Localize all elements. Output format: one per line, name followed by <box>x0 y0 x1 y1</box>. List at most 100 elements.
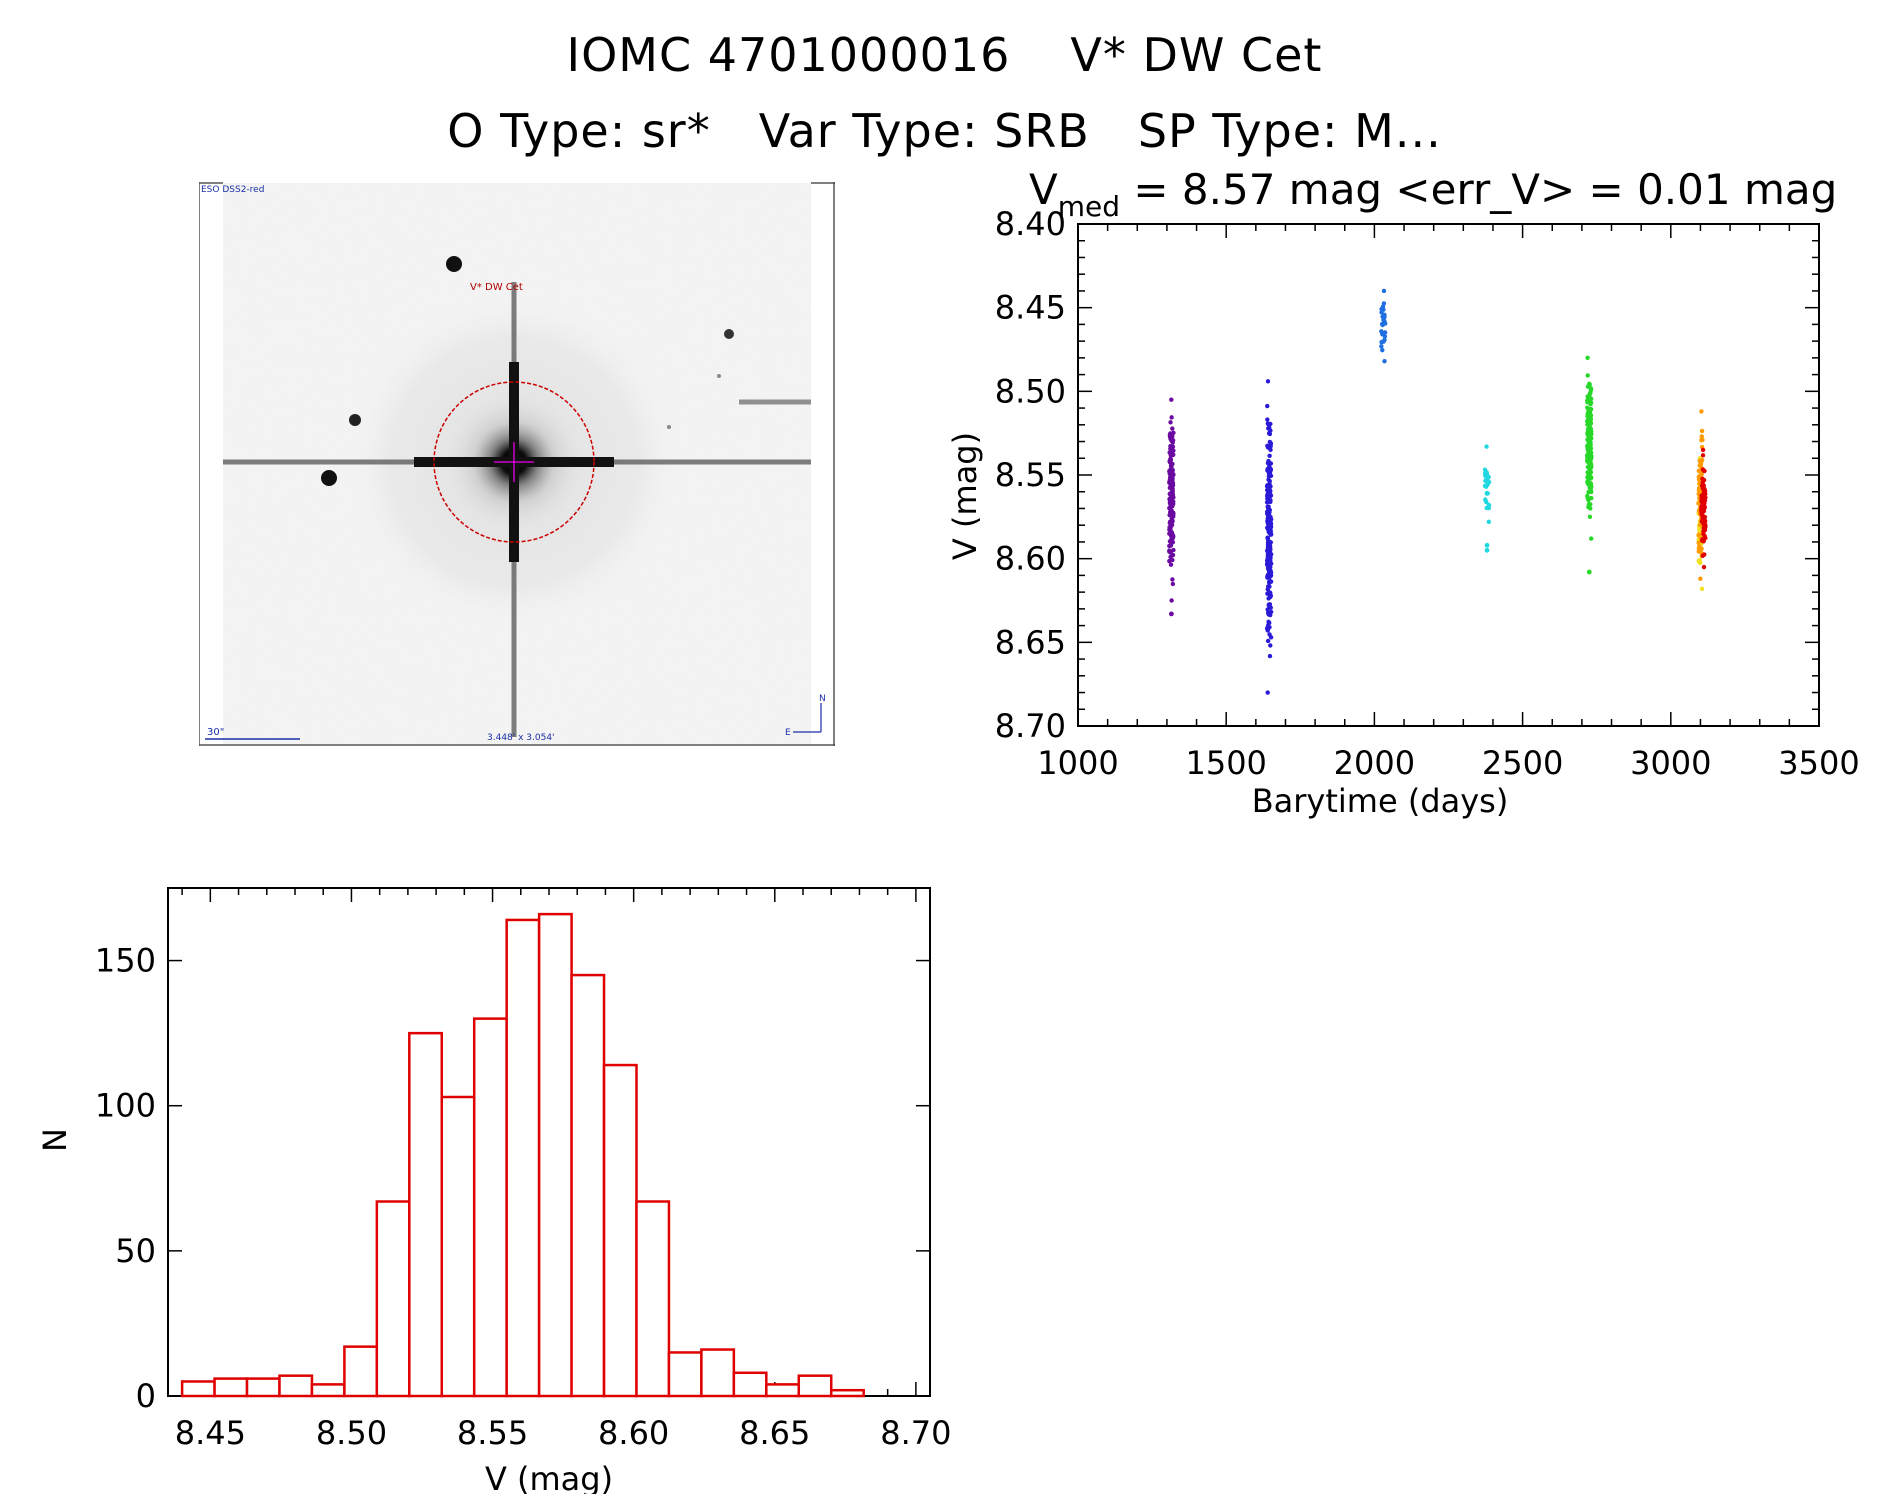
light-curve-point <box>1587 442 1592 447</box>
light-curve-point <box>1485 481 1491 487</box>
x-tick-label: 2500 <box>1482 744 1563 782</box>
light-curve-point <box>1589 536 1594 541</box>
fov-label: 3.448' x 3.054' <box>487 733 555 743</box>
histogram-bar <box>440 1095 476 1398</box>
light-curve-point <box>1588 461 1593 466</box>
light-curve-point <box>1589 484 1594 489</box>
light-curve-point <box>1696 488 1702 493</box>
light-curve-point <box>1585 437 1590 442</box>
light-curve-point <box>1701 564 1707 570</box>
light-curve-point <box>1585 398 1590 403</box>
light-curve-point <box>1167 531 1172 536</box>
light-curve-point <box>1589 495 1594 501</box>
light-curve-point <box>1700 437 1705 443</box>
light-curve-title: Vmed = 8.57 mag <err_V> = 0.01 mag <box>1029 165 1837 223</box>
hist-x-axis-label: V (mag) <box>485 1460 613 1494</box>
light-curve-point <box>1168 460 1173 466</box>
light-curve-point <box>1268 421 1273 427</box>
light-curve-point <box>1265 638 1271 644</box>
scale-bar-label: 30" <box>207 727 224 738</box>
light-curve-point <box>1267 589 1272 595</box>
light-curve-point <box>1585 412 1590 417</box>
light-curve-point <box>1170 426 1175 431</box>
histogram-bar <box>635 1200 671 1398</box>
light-curve-point <box>1264 562 1270 567</box>
light-curve-point <box>1380 347 1385 353</box>
light-curve-point <box>1380 332 1385 337</box>
light-curve-point <box>1587 407 1592 412</box>
histogram-bar <box>829 1388 865 1398</box>
light-curve-point <box>1265 417 1270 422</box>
light-curve-point <box>1696 532 1702 537</box>
light-curve-point <box>1585 422 1590 427</box>
light-curve-point <box>1265 535 1271 540</box>
light-curve-point <box>1588 432 1594 437</box>
light-curve-point <box>1169 523 1174 529</box>
light-curve-point <box>1170 519 1175 524</box>
light-curve-point <box>1267 632 1272 637</box>
histogram-bar <box>343 1345 379 1398</box>
histogram-bar <box>765 1383 801 1398</box>
x-tick-label: 2000 <box>1334 744 1415 782</box>
light-curve-point <box>1586 454 1591 459</box>
histogram-bar <box>213 1377 249 1398</box>
light-curve-point <box>1266 550 1271 555</box>
hist-x-tick-label: 8.65 <box>739 1414 810 1452</box>
light-curve-point <box>1698 472 1703 478</box>
light-curve-point <box>1586 569 1592 575</box>
light-curve-point <box>1702 504 1707 510</box>
target-label: V* DW Cet <box>470 282 523 293</box>
histogram-bar <box>797 1374 833 1398</box>
light-curve-point <box>1268 498 1273 503</box>
field-star <box>321 470 337 486</box>
light-curve-point <box>1168 444 1173 449</box>
histogram-bars <box>180 912 865 1398</box>
light-curve-point <box>1267 556 1272 561</box>
light-curve-point <box>1381 339 1386 344</box>
star-name: V* DW Cet <box>1070 28 1323 82</box>
light-curve-point <box>1588 506 1593 511</box>
histogram-bar <box>732 1371 768 1398</box>
object-type: O Type: sr* <box>447 104 711 158</box>
light-curve-point <box>1702 514 1708 520</box>
hist-y-tick-label: 50 <box>115 1232 156 1270</box>
y-tick-label: 8.65 <box>995 623 1066 661</box>
light-curve-point <box>1171 430 1176 436</box>
light-curve-point <box>1484 490 1490 496</box>
light-curve-point <box>1171 448 1176 453</box>
hist-y-tick-label: 0 <box>136 1377 156 1415</box>
light-curve-point <box>1484 542 1490 548</box>
light-curve-point <box>1264 509 1270 514</box>
light-curve-point <box>1700 553 1705 559</box>
light-curve-point <box>1267 602 1273 607</box>
light-curve-point <box>1266 610 1271 616</box>
histogram-bar <box>505 918 541 1398</box>
light-curve-point <box>1265 483 1270 488</box>
light-curve-point <box>1170 486 1175 491</box>
y-tick-label: 8.50 <box>995 372 1066 410</box>
light-curve-point <box>1381 288 1387 294</box>
histogram-bar <box>245 1377 281 1398</box>
hist-x-tick-label: 8.45 <box>175 1414 246 1452</box>
light-curve-point <box>1265 445 1271 450</box>
field-star <box>724 329 734 339</box>
histogram-bar <box>602 1063 638 1398</box>
histogram-bar <box>537 912 573 1398</box>
light-curve-point <box>1171 547 1176 553</box>
light-curve-point <box>1585 394 1590 399</box>
light-curve-point <box>1382 312 1387 318</box>
light-curve-point <box>1268 643 1273 648</box>
light-curve-point <box>1696 501 1701 506</box>
hist-x-tick-label: 8.70 <box>880 1414 951 1452</box>
light-curve-point <box>1482 467 1488 472</box>
light-curve-point <box>1697 548 1702 553</box>
light-curve-point <box>1170 492 1176 497</box>
light-curve-point <box>1265 518 1270 524</box>
light-curve-points <box>1167 288 1708 695</box>
star-id: IOMC 4701000016 <box>566 28 1011 82</box>
hist-y-tick-label: 150 <box>95 942 156 980</box>
light-curve-point <box>1588 436 1594 441</box>
light-curve-point <box>1167 434 1173 440</box>
light-curve-point <box>1587 391 1593 396</box>
compass-north-label: N <box>819 694 826 704</box>
